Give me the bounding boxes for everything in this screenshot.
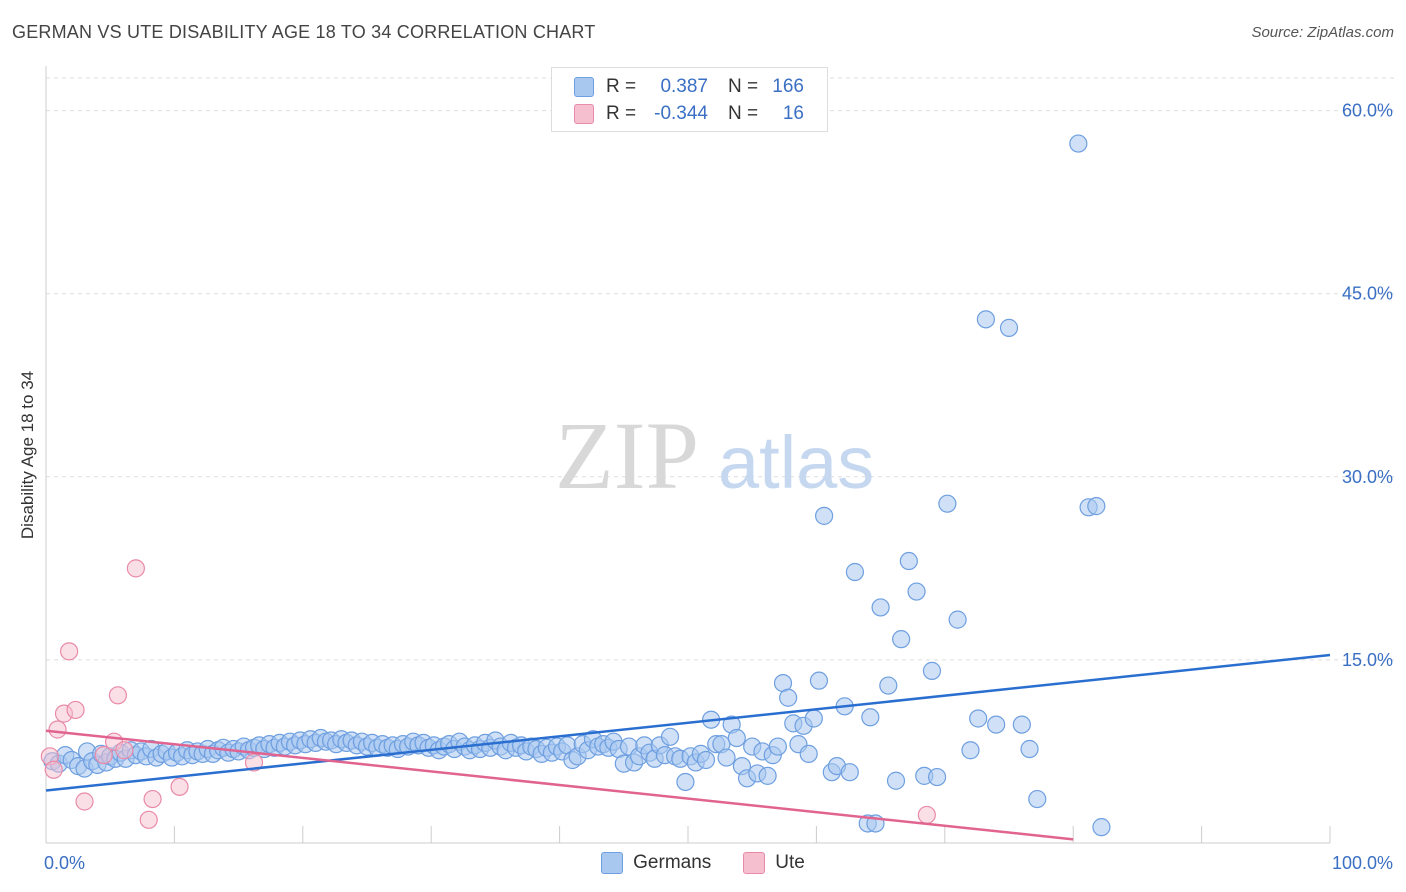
data-point-ute: [126, 559, 145, 578]
legend-n-value: 16: [782, 103, 804, 124]
chart-title: GERMAN VS UTE DISABILITY AGE 18 TO 34 CO…: [12, 22, 596, 42]
series-legend: Germans Ute: [0, 852, 1406, 874]
data-point-germans: [871, 598, 890, 617]
data-point-germans: [969, 709, 988, 728]
data-point-ute: [917, 805, 936, 825]
data-point-germans: [1087, 497, 1106, 516]
legend-row-ute: R = -0.344 N = 16: [574, 101, 804, 127]
data-point-germans: [886, 771, 906, 790]
y-tick-label: 30.0%: [1342, 467, 1393, 487]
data-point-germans: [927, 767, 947, 787]
data-point-germans: [899, 551, 918, 571]
legend-swatch-germans: [601, 852, 624, 874]
data-point-germans: [938, 494, 957, 513]
data-point-germans: [1069, 134, 1088, 153]
legend-item-ute[interactable]: Ute: [743, 852, 805, 874]
data-point-germans: [696, 750, 716, 770]
data-point-germans: [961, 741, 980, 760]
data-point-germans: [907, 582, 926, 601]
watermark-zip: ZIP: [555, 402, 699, 509]
data-point-germans: [922, 661, 942, 680]
tick-labels: 15.0% 30.0% 45.0% 60.0% 0.0% 100.0%: [44, 101, 1393, 873]
data-point-germans: [804, 709, 823, 728]
data-point-germans: [768, 737, 787, 756]
data-point-germans: [676, 772, 695, 792]
data-point-germans: [1012, 715, 1031, 734]
legend-row-germans: R = 0.387 N = 166: [574, 74, 804, 100]
legend-r-value: 0.387: [660, 76, 708, 97]
source-credit: Source: ZipAtlas.com: [1251, 24, 1394, 41]
data-point-germans: [815, 506, 834, 525]
data-point-germans: [999, 318, 1019, 337]
data-point-germans: [1020, 739, 1039, 759]
data-point-ute: [44, 760, 63, 779]
data-point-ute: [115, 741, 134, 760]
data-point-germans: [799, 744, 818, 763]
legend-label-ute: Ute: [775, 852, 805, 873]
x-tick-label-min: 0.0%: [44, 853, 85, 873]
data-point-germans: [727, 728, 746, 748]
trend-lines: [45, 653, 1331, 841]
data-point-germans: [845, 562, 865, 582]
axes: [45, 66, 1331, 844]
legend-r-label: R =: [606, 76, 637, 97]
data-point-germans: [879, 676, 898, 695]
data-point-germans: [809, 671, 829, 690]
data-point-germans: [1092, 818, 1111, 837]
data-point-ute: [48, 720, 67, 739]
legend-swatch-ute: [743, 852, 766, 874]
watermark-atlas: atlas: [718, 421, 874, 504]
legend-swatch-germans: [574, 77, 594, 97]
data-point-ute: [170, 777, 189, 796]
data-point-ute: [143, 789, 162, 809]
legend-r-label: R =: [606, 103, 637, 124]
legend-n-label: N =: [728, 76, 759, 97]
series-ute-points: [40, 559, 936, 829]
data-point-germans: [976, 310, 995, 329]
trend-line-ute: [45, 729, 1074, 841]
data-point-germans: [861, 708, 880, 727]
data-point-ute: [94, 746, 113, 765]
data-point-germans: [660, 727, 680, 746]
data-point-ute: [139, 810, 158, 829]
data-point-germans: [840, 763, 859, 782]
stats-legend: R = 0.387 N = 166 R = -0.344 N = 16: [551, 67, 828, 132]
legend-r-value: -0.344: [654, 103, 708, 124]
trend-line-germans: [45, 653, 1331, 792]
data-point-germans: [892, 630, 911, 649]
legend-n-value: 166: [772, 76, 804, 97]
watermark: ZIP atlas: [555, 402, 874, 509]
gridlines: [46, 77, 1394, 661]
data-point-ute: [75, 792, 94, 811]
data-point-ute: [66, 700, 85, 720]
data-point-germans: [987, 715, 1006, 734]
data-point-germans: [717, 748, 736, 767]
data-point-ute: [108, 686, 128, 705]
x-tick-label-max: 100.0%: [1332, 853, 1393, 873]
data-point-germans: [948, 610, 967, 629]
legend-item-germans[interactable]: Germans: [601, 852, 711, 874]
y-tick-label: 15.0%: [1342, 650, 1393, 670]
data-point-ute: [60, 642, 79, 661]
legend-n-label: N =: [728, 103, 759, 124]
legend-label-germans: Germans: [633, 852, 712, 873]
legend-swatch-ute: [574, 104, 594, 124]
series-germans-points: [43, 134, 1111, 837]
y-tick-label: 60.0%: [1342, 101, 1393, 121]
data-point-germans: [1028, 789, 1047, 809]
data-point-germans: [758, 766, 777, 785]
y-tick-label: 45.0%: [1342, 284, 1393, 304]
data-point-germans: [779, 688, 798, 707]
